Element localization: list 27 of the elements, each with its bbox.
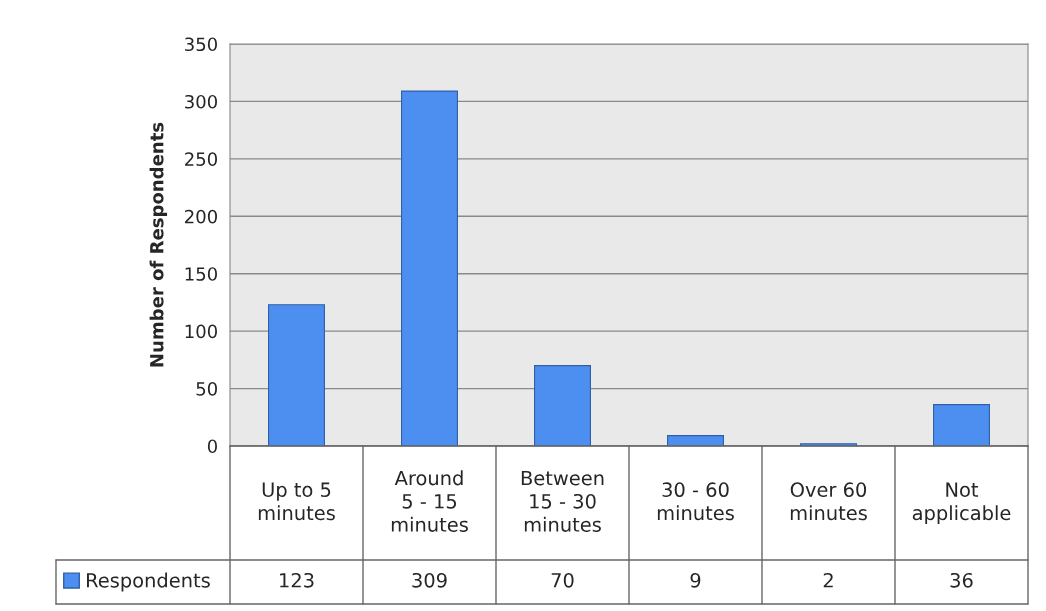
data-label: 70 — [551, 572, 574, 588]
x-tick-label: Between 15 - 30 minutes — [521, 470, 604, 532]
y-tick-label: 0 — [207, 439, 217, 454]
y-axis-title: Number of Respondents — [149, 122, 168, 367]
x-tick-label: Around 5 - 15 minutes — [391, 470, 468, 532]
y-tick-label: 100 — [185, 324, 217, 339]
x-tick-label: 30 - 60 minutes — [657, 482, 734, 521]
bar — [534, 365, 591, 446]
legend-label: Respondents — [87, 572, 210, 592]
y-tick-label: 350 — [185, 37, 217, 52]
y-tick-label: 300 — [185, 94, 217, 109]
x-tick-label: Not applicable — [912, 482, 1011, 525]
data-label: 309 — [412, 572, 447, 588]
data-label: 9 — [690, 572, 701, 588]
y-tick-label: 150 — [185, 267, 217, 281]
bar — [933, 404, 990, 446]
data-label: 2 — [823, 572, 833, 588]
x-tick-label: Over 60 minutes — [790, 482, 867, 521]
y-tick-label: 200 — [185, 209, 217, 224]
y-tick-label: 250 — [185, 152, 217, 166]
x-tick-label: Up to 5 minutes — [258, 482, 335, 521]
bar — [268, 304, 325, 446]
bar — [401, 90, 458, 446]
data-label: 123 — [280, 572, 314, 588]
bar — [667, 435, 724, 446]
y-tick-label: 50 — [196, 382, 217, 396]
data-label: 36 — [950, 572, 973, 588]
